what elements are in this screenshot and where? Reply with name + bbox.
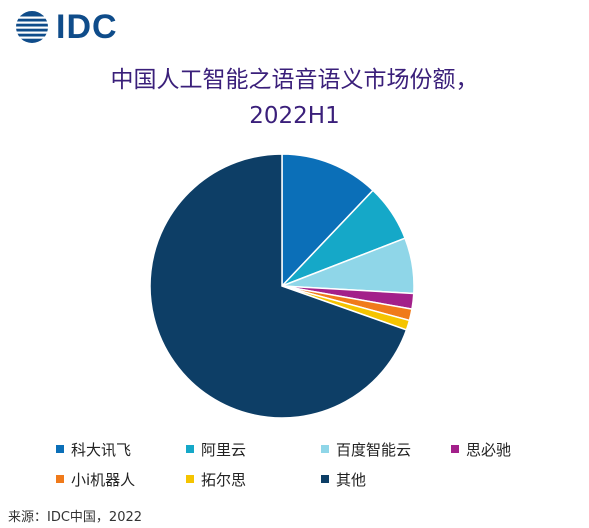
idc-logo: IDC xyxy=(14,8,118,46)
legend-label: 其他 xyxy=(336,470,367,489)
legend-label: 科大讯飞 xyxy=(71,440,132,459)
legend-swatch xyxy=(321,445,329,453)
legend-item: 思必驰 xyxy=(451,438,571,460)
legend-swatch xyxy=(451,445,459,453)
pie-slice-1 xyxy=(281,153,375,288)
legend-swatch xyxy=(186,445,194,453)
legend-item: 科大讯飞 xyxy=(56,438,186,460)
globe-icon xyxy=(16,11,48,43)
chart-legend: 科大讯飞 阿里云 百度智能云 思必驰小i机器人 拓尔思 其他 xyxy=(56,438,576,490)
chart-title-line2: 2022H1 xyxy=(249,103,340,129)
legend-item: 拓尔思 xyxy=(186,468,321,490)
legend-item: 阿里云 xyxy=(186,438,321,460)
logo-text: IDC xyxy=(56,8,118,46)
legend-item: 小i机器人 xyxy=(56,468,186,490)
legend-swatch xyxy=(56,475,64,483)
legend-label: 思必驰 xyxy=(466,440,512,459)
legend-item: 其他 xyxy=(321,468,451,490)
pie-slice-7 xyxy=(149,153,408,419)
legend-label: 小i机器人 xyxy=(71,470,136,489)
legend-swatch xyxy=(56,445,64,453)
legend-label: 百度智能云 xyxy=(336,440,412,459)
legend-swatch xyxy=(321,475,329,483)
chart-title: 中国人工智能之语音语义市场份额， 2022H1 xyxy=(0,62,589,134)
source-note: 来源：IDC中国，2022 xyxy=(8,510,143,525)
legend-label: 拓尔思 xyxy=(201,470,247,489)
legend-swatch xyxy=(186,475,194,483)
legend-item: 百度智能云 xyxy=(321,438,451,460)
chart-title-line1: 中国人工智能之语音语义市场份额， xyxy=(110,67,479,93)
legend-label: 阿里云 xyxy=(201,440,247,459)
